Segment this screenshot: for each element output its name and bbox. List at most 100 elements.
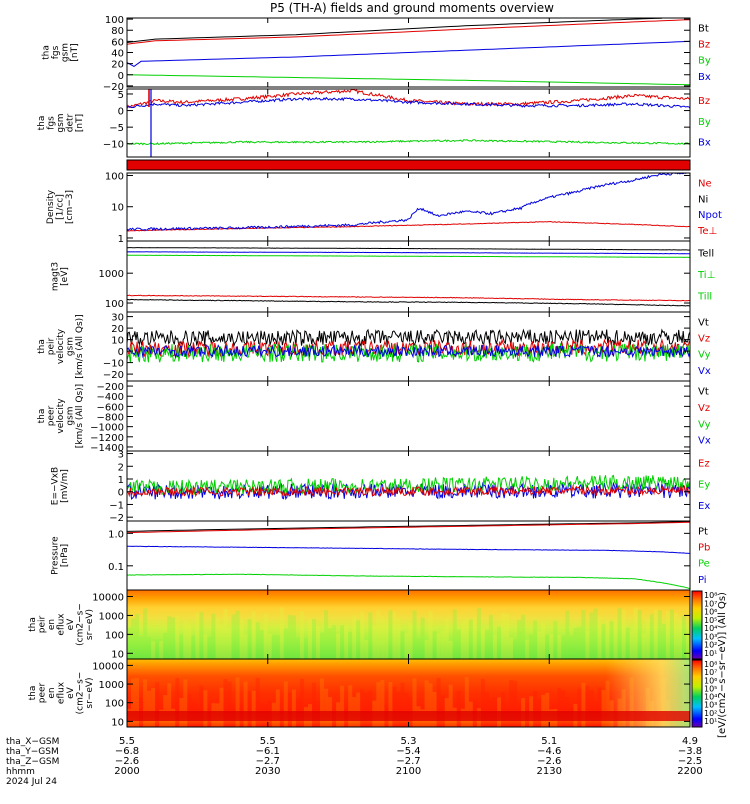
series-peir-velocity-Vt (126, 328, 691, 348)
ytick-label-peer-velocity: −1000 (90, 423, 124, 434)
ytick-label-peir-velocity: −20 (103, 370, 124, 381)
spectrogram-streak (376, 610, 381, 659)
ylabel-efield: E=−VxB (51, 467, 61, 505)
spectrogram-streak (195, 612, 200, 659)
colorbar-label: 10⁴ (704, 693, 717, 702)
ytick-label-temperature: 100 (105, 299, 124, 310)
legend-efield: Ey (698, 480, 710, 491)
series-temperature-Till (126, 251, 691, 255)
spectrogram-streak (553, 620, 558, 659)
xaxis-value: 5.3 (401, 736, 417, 747)
spectrogram-streak (545, 634, 550, 659)
spectrogram-streak (549, 634, 554, 659)
ytick-label-peer-eflux: 10 (111, 717, 124, 728)
ylabel-fgs-gsm: tha (42, 45, 52, 60)
ylabel-peir-eflux: peir (38, 615, 48, 633)
spectrogram-streak (609, 621, 614, 659)
spectrogram-streak (541, 621, 546, 659)
spectrogram-streak (416, 638, 421, 659)
spectrogram-streak (424, 640, 429, 659)
ytick-label-peer-velocity: −800 (97, 413, 124, 424)
spectrogram-streak (577, 626, 582, 659)
ylabel-peir-velocity: tha (37, 339, 47, 354)
spectrogram-streak (364, 640, 369, 659)
colorbar-label: 10³ (704, 632, 717, 641)
ytick-label-peir-eflux: 10000 (92, 592, 124, 603)
ytick-label-density: 1 (118, 234, 124, 245)
ytick-label-peir-velocity: 10 (111, 336, 124, 347)
ylabel-peir-velocity: velocity (56, 328, 66, 364)
spectrogram-streak (682, 615, 687, 659)
ytick-label-peir-velocity: 0 (118, 347, 124, 358)
series-pressure-Pi (126, 545, 690, 554)
spectrogram-streak (219, 624, 224, 659)
xaxis-value: 2100 (396, 766, 421, 777)
ytick-label-pressure: 1.0 (108, 529, 124, 540)
ytick-label-peer-eflux: 100 (105, 699, 124, 710)
spectrogram-streak (227, 628, 232, 659)
ytick-label-efield: −1 (109, 500, 124, 511)
spectrogram-streak (593, 608, 598, 659)
ytick-label-fgs-gsm: −20 (103, 82, 124, 93)
ytick-label-peir-velocity: 20 (111, 324, 124, 335)
spectrogram-streak (408, 623, 413, 659)
ytick-label-fgs-gsm: 0 (118, 71, 124, 82)
spectrogram-streak (428, 611, 433, 659)
ylabel-fgs-gsm-dc: gsm (56, 113, 66, 132)
ytick-label-density: 100 (105, 171, 124, 182)
ytick-label-peir-eflux: 100 (105, 630, 124, 641)
plot-title: P5 (TH-A) fields and ground moments over… (270, 1, 554, 15)
xaxis-row-name: tha_Y−GSM (6, 747, 59, 757)
series-fgs-gsm-dc-Bx (126, 139, 691, 146)
legend-temperature: Tell (697, 249, 714, 260)
xaxis-value: −2.7 (396, 756, 420, 767)
spectrogram-streak (601, 624, 606, 659)
xaxis-value: 2030 (255, 766, 280, 777)
spectrogram-streak (223, 609, 228, 659)
spectrogram-streak (525, 639, 530, 659)
colorbar-label: 10³ (704, 701, 717, 710)
xaxis-value: 5.5 (119, 736, 135, 747)
spectrogram-streak (344, 625, 349, 659)
spectrogram-streak (203, 634, 208, 659)
spectrogram-streak (633, 607, 638, 659)
spectrogram-streak (581, 610, 586, 659)
xaxis-value: −2.7 (256, 756, 280, 767)
spectrogram-streak (484, 629, 489, 659)
legend-fgs-gsm: Bz (698, 40, 710, 51)
ylabel-fgs-gsm-dc: tha (37, 116, 47, 131)
spectrogram-streak (480, 629, 485, 659)
spectrogram-streak (569, 635, 574, 659)
ytick-label-peer-velocity: −1200 (90, 433, 124, 444)
spectrogram-streak (312, 619, 317, 659)
ytick-label-peer-eflux: 1000 (99, 680, 124, 691)
spectrogram-streak (183, 621, 188, 659)
spectrogram-streak (328, 628, 333, 659)
legend-fgs-gsm-dc: Bz (698, 96, 710, 107)
legend-peer-velocity: Vz (698, 403, 710, 414)
spectrogram-streak (657, 610, 662, 659)
ytick-label-fgs-gsm-dc: 0 (118, 107, 124, 118)
spectrogram-streak (279, 607, 284, 659)
series-efield-Ey (126, 474, 691, 495)
spectrogram-streak (509, 637, 514, 659)
spectrogram-streak (396, 617, 401, 659)
xaxis-row-name: 2024 Jul 24 (6, 777, 57, 787)
spectrogram-streak (360, 611, 365, 659)
ytick-label-fgs-gsm-dc: −5 (109, 123, 124, 134)
spectrogram-streak (517, 619, 522, 659)
ytick-label-pressure: 0.1 (108, 562, 124, 573)
spectrogram-streak (175, 615, 180, 659)
spectrogram-streak (316, 626, 321, 659)
spectrogram-streak (472, 617, 477, 659)
spectrogram-streak (179, 634, 184, 659)
ylabel-peir-eflux: eV (66, 618, 76, 631)
panel-pressure: 1.0 0.1 Pressure [nPa] Pt Pb Pe Pi (51, 520, 710, 591)
ylabel-density: [1/cc] (56, 194, 66, 220)
ylabel-fgs-gsm-dc: [nT] (75, 114, 85, 132)
ylabel-pressure: [nPa] (60, 544, 70, 567)
spectrogram-streak (372, 625, 377, 659)
colorbar-label: 10⁵ (704, 684, 717, 693)
spectrogram-streak (649, 614, 654, 659)
